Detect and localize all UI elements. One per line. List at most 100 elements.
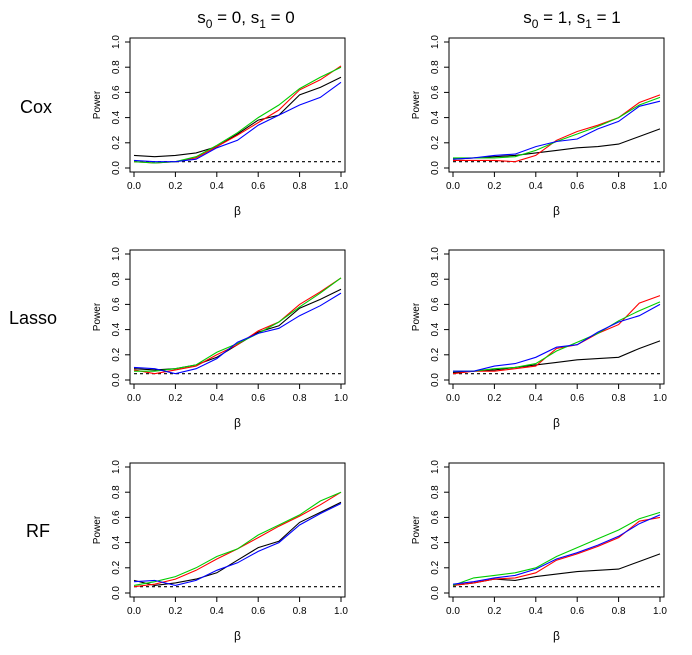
y-axis-label: Power [411,515,422,544]
x-tick-label: 0.4 [529,606,543,617]
y-tick-label: 0.4 [111,322,122,336]
series-line-2 [133,66,342,164]
plot-box [448,37,665,173]
x-tick-label: 0.4 [529,181,543,192]
series-line-1 [133,491,342,588]
series-line-3 [452,514,661,585]
plot-box [129,37,346,173]
x-tick-label: 1.0 [334,393,348,404]
y-tick-label: 0.0 [430,373,441,387]
panel-rf-0: 0.0 0.2 0.4 0.6 0.8 1.0 0.0 0.2 0.4 0.6 0.8 1.0 β Pow… [92,460,348,643]
x-tick-label: 1.0 [334,606,348,617]
series-line-1 [133,277,342,375]
series-line-0 [452,340,661,373]
panels: 0.0 0.2 0.4 0.6 0.8 1.0 0.0 0.2 0.4 0.6 0.8 1.0 β Pow… [92,35,667,643]
series-line-0 [133,501,342,586]
column-header-left: s0 = 0, s1 = 0 [197,8,295,31]
y-tick-label: 0.6 [111,85,122,99]
y-tick-label: 0.2 [430,347,441,361]
panel-cox-0: 0.0 0.2 0.4 0.6 0.8 1.0 0.0 0.2 0.4 0.6 0.8 1.0 β Pow… [92,35,348,218]
x-tick-label: 0.8 [293,606,307,617]
x-tick-label: 0.6 [570,393,584,404]
series-line-1 [452,516,661,586]
x-tick-label: 0.8 [293,393,307,404]
series-line-2 [133,491,342,586]
x-tick-label: 0.0 [127,393,141,404]
x-tick-label: 1.0 [334,181,348,192]
y-tick-label: 0.2 [111,135,122,149]
y-tick-label: 0.6 [430,297,441,311]
y-axis-label: Power [92,90,103,119]
y-tick-label: 1.0 [111,460,122,474]
x-axis-label: β [234,629,241,643]
x-tick-label: 0.2 [168,181,182,192]
x-axis-label: β [553,629,560,643]
x-tick-label: 0.6 [251,393,265,404]
x-tick-label: 0.0 [127,606,141,617]
series-line-3 [453,303,661,372]
row-label-lasso: Lasso [9,308,57,328]
x-tick-label: 1.0 [653,393,667,404]
plot-box [448,249,665,385]
series-line-0 [133,288,342,371]
x-tick-label: 0.2 [168,393,182,404]
y-tick-label: 0.4 [430,535,441,549]
x-tick-label: 0.6 [251,181,265,192]
y-tick-label: 0.0 [111,161,122,175]
y-tick-label: 1.0 [430,247,441,261]
panel-rf-1: 0.0 0.2 0.4 0.6 0.8 1.0 0.0 0.2 0.4 0.6 0.8 1.0 β Pow… [411,460,667,643]
x-tick-label: 0.0 [446,606,460,617]
y-tick-label: 0.0 [111,586,122,600]
x-axis-label: β [234,204,241,218]
y-tick-label: 1.0 [111,247,122,261]
series-line-3 [133,81,342,163]
row-label-rf: RF [26,521,50,541]
series-line-1 [453,94,661,163]
x-axis-label: β [234,416,241,430]
y-axis-label: Power [92,302,103,331]
x-tick-label: 0.0 [446,393,460,404]
y-tick-label: 1.0 [430,35,441,49]
y-tick-label: 1.0 [111,35,122,49]
y-tick-label: 0.6 [430,510,441,524]
y-tick-label: 0.8 [111,485,122,499]
x-tick-label: 1.0 [653,181,667,192]
x-tick-label: 0.4 [210,606,224,617]
x-tick-label: 0.4 [210,181,224,192]
y-tick-label: 0.2 [111,347,122,361]
x-tick-label: 0.8 [612,181,626,192]
x-tick-label: 0.8 [293,181,307,192]
panel-cox-1: 0.0 0.2 0.4 0.6 0.8 1.0 0.0 0.2 0.4 0.6 0.8 1.0 β Pow… [411,35,667,218]
y-tick-label: 0.6 [111,297,122,311]
y-tick-label: 0.8 [111,272,122,286]
x-tick-label: 0.6 [570,181,584,192]
y-tick-label: 0.2 [111,560,122,574]
x-tick-label: 0.2 [487,181,501,192]
series-line-0 [133,76,342,158]
x-tick-label: 0.2 [487,393,501,404]
plot-box [129,462,346,598]
series-line-3 [133,503,342,586]
x-tick-label: 0.6 [251,606,265,617]
x-tick-label: 0.0 [446,181,460,192]
x-tick-label: 0.2 [487,606,501,617]
x-tick-label: 0.0 [127,181,141,192]
y-tick-label: 1.0 [430,460,441,474]
y-axis-label: Power [411,90,422,119]
y-tick-label: 0.0 [430,161,441,175]
series-line-2 [452,511,661,586]
series-line-2 [453,96,661,159]
y-tick-label: 0.8 [430,485,441,499]
x-tick-label: 0.4 [529,393,543,404]
x-tick-label: 1.0 [653,606,667,617]
series-line-2 [134,277,342,372]
x-axis-label: β [553,204,560,218]
y-tick-label: 0.8 [430,60,441,74]
row-label-cox: Cox [20,97,52,117]
y-tick-label: 0.8 [111,60,122,74]
x-tick-label: 0.6 [570,606,584,617]
y-axis-label: Power [411,302,422,331]
y-tick-label: 0.0 [111,373,122,387]
y-tick-label: 0.2 [430,135,441,149]
y-axis-label: Power [92,515,103,544]
